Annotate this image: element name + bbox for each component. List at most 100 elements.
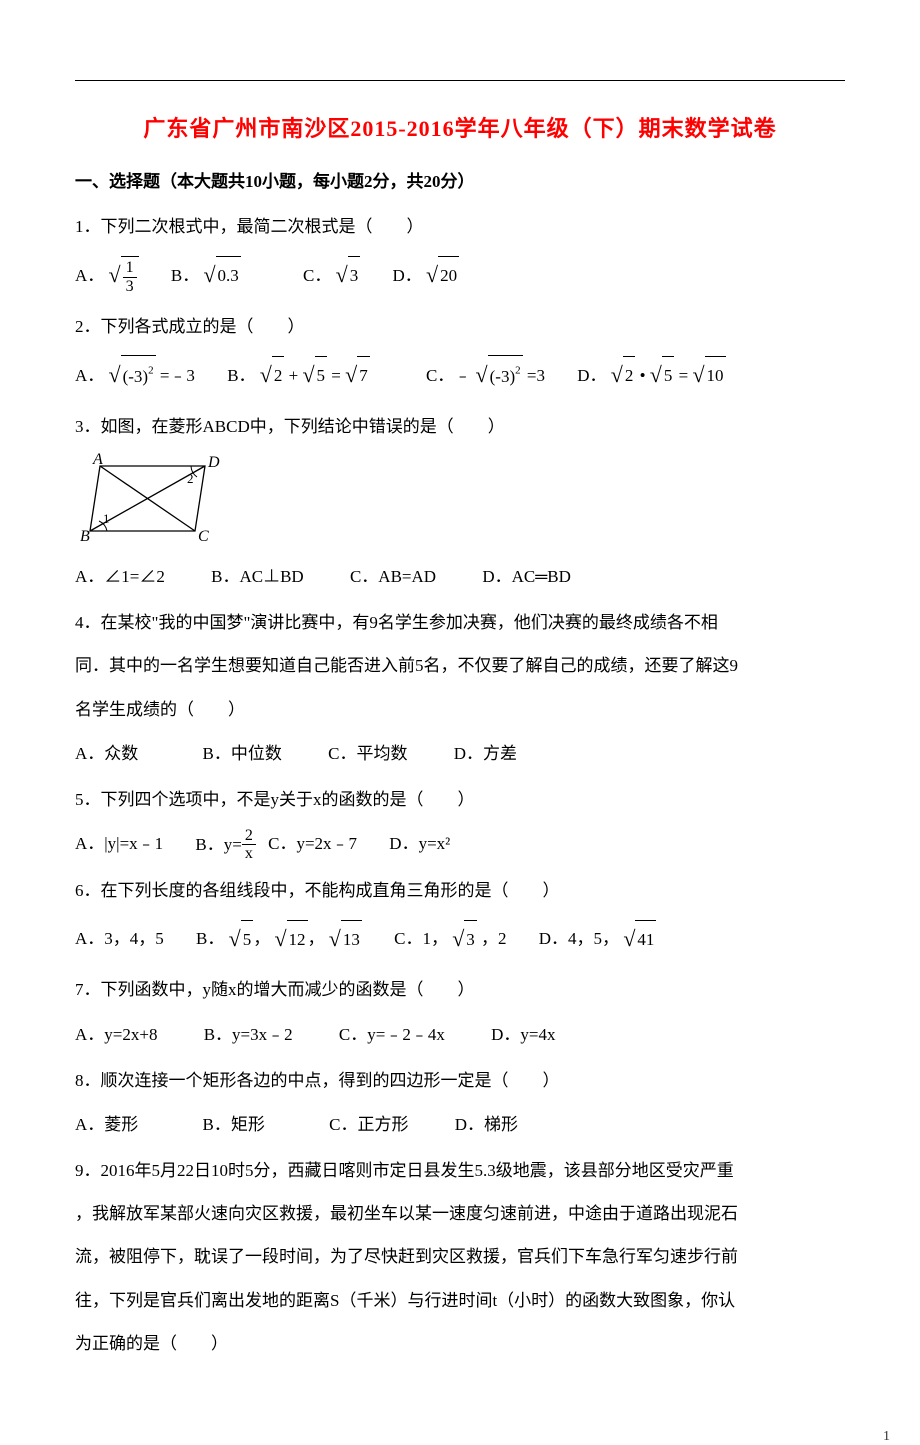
q6-opt-d: D．4，5， √41	[539, 915, 657, 963]
radicand: 10	[705, 356, 726, 394]
q5-options: A．|y|=x﹣1 B．y=2x C．y=2x﹣7 D．y=x²	[75, 824, 845, 863]
sqrt-icon: √13	[329, 915, 362, 963]
q3-opt-c: C．AB=AD	[350, 558, 436, 595]
q5-stem: 5．下列四个选项中，不是y关于x的函数的是（ ）	[75, 781, 845, 818]
angle-1: 1	[103, 511, 110, 526]
sqrt-icon: √3	[452, 915, 477, 963]
opt-label: B．y=	[195, 826, 241, 863]
q7-opt-c: C．y=﹣2﹣4x	[339, 1016, 445, 1053]
top-rule	[75, 80, 845, 81]
q2-opt-c: C．﹣ √(-3)2 =3	[426, 351, 545, 399]
radicand: 5	[315, 356, 328, 394]
q9-l3: 流，被阻停下，耽误了一段时间，为了尽快赶到灾区救援，官兵们下车急行军匀速步行前	[75, 1238, 845, 1275]
q3-options: A．∠1=∠2 B．AC⊥BD C．AB=AD D．AC═BD	[75, 557, 845, 596]
rhombus-diagram: A D B C 1 2	[75, 451, 225, 546]
frac-num: 1	[123, 259, 137, 278]
plus: +	[289, 357, 299, 394]
sqrt-icon: √41	[623, 915, 656, 963]
q2-options: A． √(-3)2 =﹣3 B． √2 + √5 = √7 C．﹣ √(-3)2…	[75, 351, 845, 399]
opt-label: B．	[196, 920, 224, 957]
frac-den: x	[242, 845, 256, 863]
q1-opt-d: D． √20	[392, 251, 459, 299]
radicand: 5	[662, 356, 675, 394]
sqrt-icon: √0.3	[203, 251, 240, 299]
sqrt-icon: √7	[345, 351, 370, 399]
page-number: 1	[0, 1429, 920, 1445]
q4-stem-l1: 4．在某校"我的中国梦"演讲比赛中，有9名学生参加决赛，他们决赛的最终成绩各不相	[75, 604, 845, 641]
q6-opt-a: A．3，4，5	[75, 920, 164, 957]
q2-stem: 2．下列各式成立的是（ ）	[75, 308, 845, 345]
q4-stem-l2: 同．其中的一名学生想要知道自己能否进入前5名，不仅要了解自己的成绩，还要了解这9	[75, 647, 845, 684]
frac-num: 2	[242, 827, 256, 846]
radicand: 12	[287, 920, 308, 958]
opt-label: D．4，5，	[539, 920, 619, 957]
q9-l5: 为正确的是（ ）	[75, 1325, 845, 1362]
q4-opt-d: D．方差	[454, 735, 517, 772]
q1-opt-a: A． √13	[75, 251, 139, 299]
exam-title: 广东省广州市南沙区2015-2016学年八年级（下）期末数学试卷	[75, 111, 845, 143]
angle-2: 2	[187, 471, 194, 486]
q2-opt-d: D． √2 • √5 = √10	[577, 351, 725, 399]
comma: ，	[253, 920, 270, 957]
opt-label: A．	[75, 257, 104, 294]
q9-l4: 往，下列是官兵们离出发地的距离S（千米）与行进时间t（小时）的函数大致图象，你认	[75, 1282, 845, 1319]
radicand: (-3)	[490, 358, 515, 395]
dot: •	[640, 357, 646, 394]
comma: ，	[308, 920, 325, 957]
q9-l1: 9．2016年5月22日10时5分，西藏日喀则市定日县发生5.3级地震，该县部分…	[75, 1152, 845, 1189]
sqrt-icon: √12	[274, 915, 307, 963]
q8-options: A．菱形 B．矩形 C．正方形 D．梯形	[75, 1105, 845, 1144]
q5-opt-d: D．y=x²	[389, 825, 450, 862]
q8-opt-a: A．菱形	[75, 1106, 138, 1143]
q6-opt-b: B． √5， √12， √13	[196, 915, 362, 963]
q3-diagram: A D B C 1 2	[75, 451, 845, 551]
opt-label: A．	[75, 357, 104, 394]
q3-opt-b: B．AC⊥BD	[211, 558, 304, 595]
q6-stem: 6．在下列长度的各组线段中，不能构成直角三角形的是（ ）	[75, 872, 845, 909]
eq: =	[331, 357, 341, 394]
q3-opt-d: D．AC═BD	[482, 558, 571, 595]
radicand: 3	[348, 256, 361, 294]
sqrt-icon: √3	[336, 251, 361, 299]
q7-stem: 7．下列函数中，y随x的增大而减少的函数是（ ）	[75, 971, 845, 1008]
radicand: 5	[241, 920, 254, 958]
sqrt-icon: √(-3)2	[476, 351, 523, 399]
opt-label: D．	[577, 357, 606, 394]
q1-opt-c: C． √3	[303, 251, 360, 299]
radicand: 13	[341, 920, 362, 958]
frac-den: 3	[123, 278, 137, 296]
q7-opt-d: D．y=4x	[491, 1016, 555, 1053]
opt-label: B．	[227, 357, 255, 394]
radicand: 2	[272, 356, 285, 394]
label-a: A	[92, 451, 103, 468]
sqrt-icon: √2	[260, 351, 285, 399]
q4-options: A．众数 B．中位数 C．平均数 D．方差	[75, 734, 845, 773]
radicand: 3	[464, 920, 477, 958]
opt-label: D．	[392, 257, 421, 294]
sqrt-icon: √20	[426, 251, 459, 299]
opt-label: C．	[303, 257, 331, 294]
q9-l2: ，我解放军某部火速向灾区救援，最初坐车以某一速度匀速前进，中途由于道路出现泥石	[75, 1195, 845, 1232]
eq: =	[679, 357, 689, 394]
q1-stem: 1．下列二次根式中，最简二次根式是（ ）	[75, 208, 845, 245]
sqrt-icon: √10	[692, 351, 725, 399]
q7-opt-a: A．y=2x+8	[75, 1016, 157, 1053]
radicand: 7	[357, 356, 370, 394]
radicand: 0.3	[216, 256, 241, 294]
q4-opt-c: C．平均数	[328, 735, 407, 772]
label-b: B	[80, 528, 90, 545]
radicand: (-3)	[123, 358, 148, 395]
opt-label: C．1，	[394, 920, 448, 957]
q4-opt-b: B．中位数	[203, 735, 282, 772]
q7-opt-b: B．y=3x﹣2	[204, 1016, 293, 1053]
sqrt-icon: √5	[229, 915, 254, 963]
q2-opt-b: B． √2 + √5 = √7	[227, 351, 370, 399]
q4-stem-l3: 名学生成绩的（ ）	[75, 691, 845, 728]
opt-tail: =3	[527, 357, 545, 394]
q3-opt-a: A．∠1=∠2	[75, 558, 165, 595]
q2-opt-a: A． √(-3)2 =﹣3	[75, 351, 195, 399]
label-d: D	[207, 454, 220, 471]
opt-label: B．	[171, 257, 199, 294]
radicand: 20	[438, 256, 459, 294]
opt-tail: =﹣3	[160, 357, 195, 394]
